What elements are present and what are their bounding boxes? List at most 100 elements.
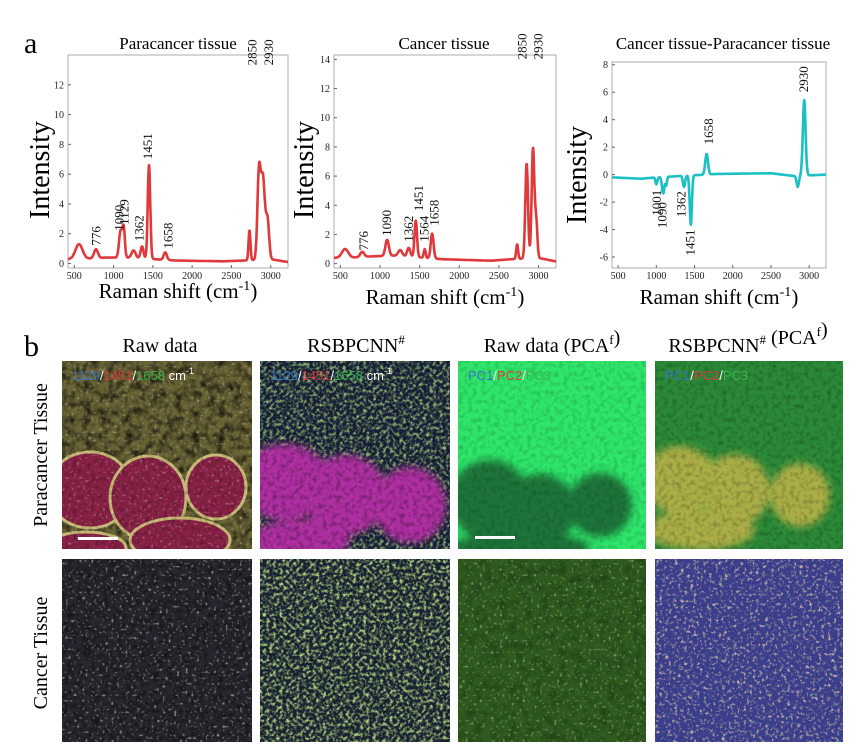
chart-cancer: Cancer tissue Intensity Raman shift (cm-… <box>289 33 557 309</box>
peak-label: 776 <box>88 226 103 246</box>
y-tick-label: 6 <box>603 88 608 99</box>
x-axis-label: Raman shift (cm-1) <box>640 285 799 309</box>
image-raw-pca-paracancer <box>458 361 646 549</box>
y-axis-label: Intensity <box>25 121 56 219</box>
y-tick-label: 10 <box>320 113 330 124</box>
y-tick-label: 4 <box>603 115 608 126</box>
peak-label: 1362 <box>674 191 689 217</box>
x-axis-label: Raman shift (cm-1) <box>99 279 258 303</box>
image-title-rsbpcnn-pca: RSBPCNN# (PCAf) <box>668 319 827 357</box>
peak-label: 1658 <box>427 200 442 226</box>
peak-label: 1658 <box>161 223 176 249</box>
image-raw-paracancer <box>62 361 252 549</box>
peak-label: 1129 <box>117 199 132 225</box>
image-title-rsbpcnn: RSBPCNN# <box>307 332 405 357</box>
peak-label: 1451 <box>140 133 155 159</box>
plot-frame <box>611 61 827 269</box>
y-tick-label: 2 <box>59 229 64 240</box>
chart-title: Paracancer tissue <box>119 34 237 53</box>
chart-title: Cancer tissue-Paracancer tissue <box>616 34 830 53</box>
overlay-pcs-raw: PC1/PC2/PC3 <box>468 368 551 383</box>
image-rsbpcnn-pca-cancer <box>655 559 843 742</box>
peak-label: 1451 <box>683 230 698 256</box>
overlay-channels-rsbpcnn: 1129/1451/1658 cm-1 <box>270 366 392 383</box>
overlay-channels-raw: 1129/1451/1658 cm-1 <box>72 366 194 383</box>
x-tick-label: 2500 <box>221 271 241 282</box>
row-label-paracancer: Paracancer Tissue <box>30 383 52 527</box>
chart-paracancer: Paracancer tissue Intensity Raman shift … <box>25 34 289 303</box>
image-rsbpcnn-paracancer <box>260 361 450 549</box>
y-tick-label: -2 <box>600 198 608 209</box>
spectrum-line <box>333 146 557 263</box>
y-tick-label: 8 <box>325 142 330 153</box>
y-tick-label: 2 <box>603 143 608 154</box>
spectrum-line <box>611 98 827 226</box>
y-tick-label: 10 <box>54 110 64 121</box>
peak-label: 1362 <box>401 216 416 242</box>
spectrum-line <box>67 160 289 264</box>
peak-label: 2930 <box>261 39 276 65</box>
x-tick-label: 500 <box>611 271 626 282</box>
x-tick-label: 500 <box>333 271 348 282</box>
x-tick-label: 1000 <box>370 271 390 282</box>
x-tick-label: 3000 <box>799 271 819 282</box>
peak-label: 1362 <box>132 215 147 241</box>
image-raw-pca-cancer <box>458 559 646 742</box>
x-tick-label: 1500 <box>410 271 430 282</box>
peak-label: 1090 <box>654 202 669 228</box>
peak-label: 776 <box>356 230 371 250</box>
y-tick-label: 0 <box>59 259 64 270</box>
x-tick-label: 1500 <box>143 271 163 282</box>
panel-a-letter: a <box>24 27 37 60</box>
y-tick-label: 8 <box>603 60 608 71</box>
plot-frame <box>333 54 557 269</box>
x-tick-label: 1000 <box>646 271 666 282</box>
peak-label: 1090 <box>111 205 126 231</box>
peak-label: 2930 <box>531 33 546 59</box>
panel-b-letter: b <box>24 330 39 363</box>
x-tick-label: 2500 <box>761 271 781 282</box>
y-tick-label: -6 <box>600 253 608 264</box>
y-tick-label: 0 <box>325 259 330 270</box>
plot-frame <box>67 54 289 269</box>
y-axis-label: Intensity <box>562 126 593 224</box>
y-tick-label: 12 <box>320 84 330 95</box>
x-tick-label: 3000 <box>261 271 281 282</box>
image-rsbpcnn-pca-paracancer <box>655 361 843 549</box>
x-tick-label: 3000 <box>529 271 549 282</box>
y-axis-label: Intensity <box>289 121 320 219</box>
y-tick-label: 4 <box>325 201 330 212</box>
x-axis-label: Raman shift (cm-1) <box>366 285 525 309</box>
x-tick-label: 2000 <box>449 271 469 282</box>
peak-label: 1564 <box>416 215 431 242</box>
peak-label: 1658 <box>701 118 716 144</box>
image-raw-cancer <box>62 559 252 742</box>
peak-label: 1001 <box>649 190 664 216</box>
image-rsbpcnn-cancer <box>260 559 450 742</box>
y-tick-label: -4 <box>600 225 608 236</box>
image-title-raw-pca: Raw data (PCAf) <box>484 327 621 357</box>
y-tick-label: 8 <box>59 140 64 151</box>
x-tick-label: 1000 <box>104 271 124 282</box>
peak-label: 1451 <box>411 185 426 211</box>
x-tick-label: 2000 <box>723 271 743 282</box>
peak-label: 2930 <box>796 66 811 92</box>
y-tick-label: 6 <box>325 172 330 183</box>
peak-label: 2850 <box>515 33 530 59</box>
peak-label: 2850 <box>245 39 260 65</box>
chart-title: Cancer tissue <box>398 34 489 53</box>
overlay-pcs-rsbpcnn: PC1/PC2/PC3 <box>665 368 748 383</box>
x-tick-label: 2500 <box>489 271 509 282</box>
y-tick-label: 12 <box>54 80 64 91</box>
chart-difference: Cancer tissue-Paracancer tissue Intensit… <box>562 34 830 309</box>
peak-label: 1090 <box>379 210 394 236</box>
y-tick-label: 6 <box>59 170 64 181</box>
row-label-cancer: Cancer Tissue <box>30 596 52 709</box>
y-tick-label: 4 <box>59 199 64 210</box>
x-tick-label: 1500 <box>685 271 705 282</box>
y-tick-label: 0 <box>603 170 608 181</box>
x-tick-label: 500 <box>67 271 82 282</box>
y-tick-label: 2 <box>325 230 330 241</box>
x-tick-label: 2000 <box>182 271 202 282</box>
